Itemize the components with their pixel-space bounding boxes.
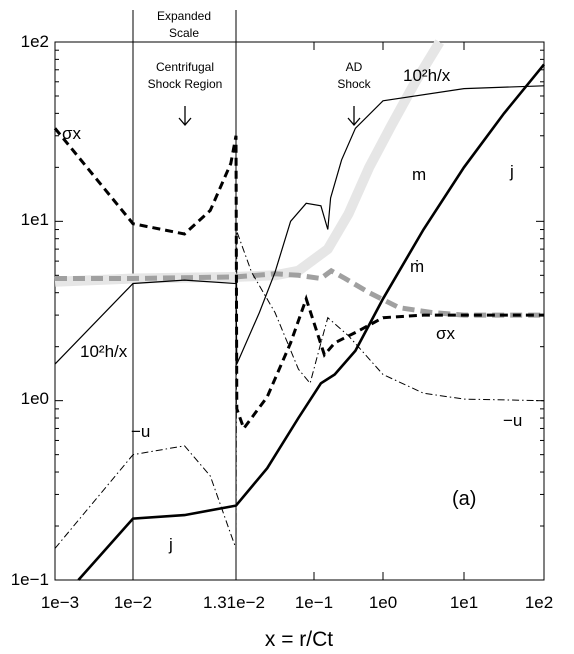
series-label-m: m bbox=[412, 165, 426, 184]
x-axis-label: x = r/Ct bbox=[265, 628, 333, 651]
axis-ticks bbox=[54, 41, 545, 581]
expanded-scale-annotation: Scale bbox=[169, 26, 199, 40]
x-tick-label: 1e1 bbox=[450, 593, 478, 612]
series-label-h-over-x-bottom: 10²h/x bbox=[80, 342, 128, 361]
centrifugal-shock-annotation: Centrifugal bbox=[156, 60, 214, 74]
panel-label: (a) bbox=[452, 488, 476, 510]
plot-frame bbox=[54, 41, 545, 581]
y-tick-label: 1e2 bbox=[21, 32, 49, 51]
down-arrow-icon bbox=[347, 106, 361, 126]
series-label-minus-u-top: −u bbox=[131, 422, 150, 441]
x-tick-label: 1e2 bbox=[525, 593, 553, 612]
series-label-sigma-x-top: σx bbox=[62, 124, 81, 143]
series-line-h-over-x bbox=[54, 85, 545, 365]
series-line-sigma-x bbox=[53, 127, 544, 432]
y-tick-label: 1e1 bbox=[21, 210, 49, 229]
series-label-j-bottom: j bbox=[168, 535, 173, 554]
down-arrow-icon bbox=[178, 106, 192, 126]
centrifugal-shock-annotation: Shock Region bbox=[148, 77, 223, 91]
series-line-j bbox=[77, 63, 546, 581]
y-tick-label: 1e−1 bbox=[11, 570, 49, 589]
series-label-minus-u-bottom: −u bbox=[503, 411, 522, 430]
series-line-minus-u bbox=[54, 231, 545, 549]
series-label-sigma-x-bottom: σx bbox=[436, 324, 455, 343]
x-tick-label: 1.31e−2 bbox=[203, 593, 265, 612]
x-tick-label: 1e−1 bbox=[295, 593, 333, 612]
series-line-m bbox=[54, 39, 444, 287]
series-label-mdot: ṁ bbox=[410, 257, 424, 276]
series-label-j-top: j bbox=[509, 162, 514, 181]
y-tick-label: 1e0 bbox=[21, 389, 49, 408]
x-tick-label: 1e−3 bbox=[41, 593, 79, 612]
series-line-mdot bbox=[55, 267, 544, 318]
ad-shock-annotation: Shock bbox=[337, 77, 371, 91]
x-tick-label: 1e−2 bbox=[114, 593, 152, 612]
ad-shock-annotation: AD bbox=[346, 60, 363, 74]
expanded-scale-annotation: Expanded bbox=[157, 9, 211, 23]
series-label-h-over-x-top: 10²h/x bbox=[403, 66, 451, 85]
x-tick-label: 1e0 bbox=[369, 593, 397, 612]
